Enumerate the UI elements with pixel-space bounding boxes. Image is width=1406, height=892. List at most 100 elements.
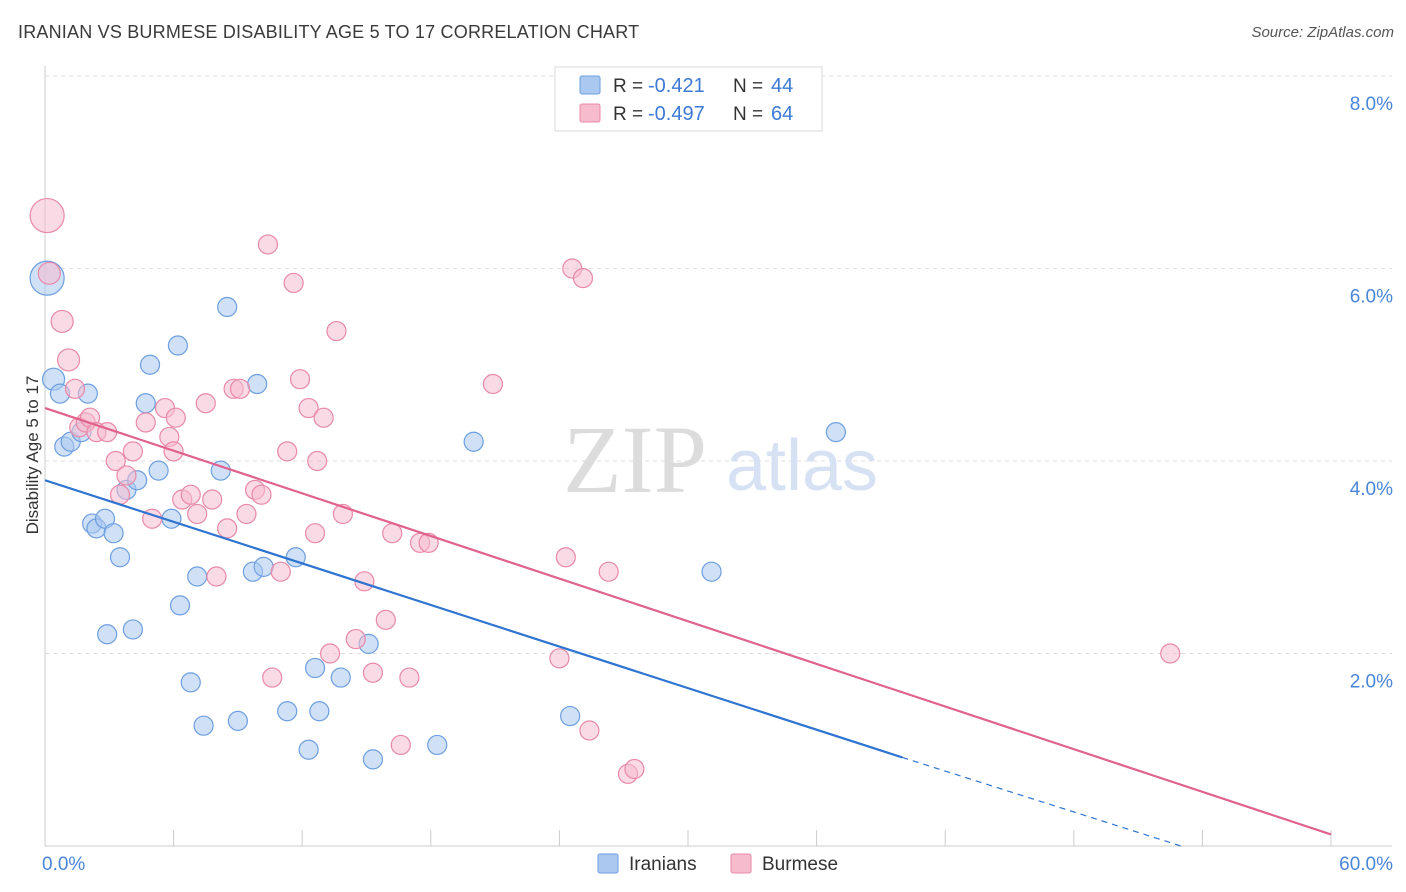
r-value: -0.421 <box>648 75 705 97</box>
data-point <box>135 393 156 414</box>
data-point <box>253 556 274 577</box>
legend-swatch <box>579 75 601 95</box>
data-point <box>165 407 186 428</box>
series-legend: Iranians Burmese <box>597 853 838 875</box>
data-point <box>304 523 326 544</box>
data-point <box>313 407 334 428</box>
data-point <box>427 734 448 756</box>
data-point <box>560 705 581 727</box>
tick-labels: 2.0% 4.0% 6.0% 8.0% 0.0% 60.0% <box>42 94 1393 875</box>
data-point <box>289 369 311 390</box>
data-point <box>206 566 227 587</box>
data-point <box>277 701 298 722</box>
data-point <box>270 561 291 582</box>
y-tick-label: 6.0% <box>1350 287 1393 308</box>
data-point <box>105 450 126 472</box>
data-point <box>167 335 188 356</box>
data-point <box>29 197 65 234</box>
legend-swatch <box>597 853 619 874</box>
data-point <box>97 624 118 645</box>
trend-line <box>44 479 903 759</box>
data-point <box>307 450 328 472</box>
stats-legend: R = -0.421 N = 44 R = -0.497 N = 64 <box>554 66 823 132</box>
data-point <box>180 672 201 693</box>
n-value: 44 <box>771 75 793 97</box>
data-point <box>122 619 143 640</box>
data-point <box>482 373 504 395</box>
trend-line-extension <box>902 756 1182 847</box>
data-point <box>217 518 238 539</box>
data-point <box>298 397 319 419</box>
data-point <box>227 710 248 731</box>
data-point <box>283 272 304 294</box>
data-point <box>555 547 576 568</box>
y-tick-label: 4.0% <box>1350 479 1393 500</box>
data-point <box>399 667 420 688</box>
data-point <box>122 441 143 462</box>
data-point <box>572 268 594 289</box>
data-point <box>247 373 268 395</box>
data-point <box>362 749 384 770</box>
data-point <box>217 296 238 318</box>
source-label: Source: ZipAtlas.com <box>1251 24 1394 41</box>
legend-swatch <box>579 103 601 123</box>
data-point <box>309 701 330 722</box>
r-label: R = <box>613 76 643 97</box>
data-point <box>277 441 298 462</box>
y-tick-label: 8.0% <box>1350 94 1393 115</box>
legend-swatch <box>730 853 752 874</box>
data-point <box>139 354 161 375</box>
data-point <box>257 234 279 255</box>
data-point <box>330 667 351 688</box>
legend-label: Iranians <box>629 854 697 875</box>
data-point <box>1160 643 1181 664</box>
data-point <box>37 261 61 285</box>
axes <box>44 66 1392 847</box>
data-points <box>29 197 1181 784</box>
data-point <box>236 503 257 525</box>
data-point <box>319 643 341 664</box>
data-point <box>180 484 201 505</box>
data-point <box>187 503 208 525</box>
data-point <box>195 393 216 414</box>
data-point <box>624 758 645 780</box>
data-point <box>375 609 396 630</box>
watermark-zip: ZIP <box>563 406 707 513</box>
legend-label: Burmese <box>762 854 838 875</box>
n-label: N = <box>733 104 763 125</box>
data-point <box>390 734 411 756</box>
data-point <box>298 739 319 760</box>
r-label: R = <box>613 104 643 125</box>
data-point <box>825 422 846 443</box>
data-point <box>579 720 600 741</box>
data-point <box>103 523 124 544</box>
data-point <box>262 667 283 688</box>
data-point <box>148 460 169 481</box>
data-point <box>463 431 484 452</box>
data-point <box>50 309 74 334</box>
data-point <box>64 378 86 399</box>
n-label: N = <box>733 76 763 97</box>
data-point <box>193 715 214 736</box>
trend-line <box>44 407 1332 836</box>
data-point <box>116 465 137 486</box>
data-point <box>169 595 191 616</box>
data-point <box>362 662 384 683</box>
chart-title: IRANIAN VS BURMESE DISABILITY AGE 5 TO 1… <box>18 22 640 42</box>
data-point <box>251 484 272 505</box>
data-point <box>229 378 251 399</box>
data-point <box>701 561 722 582</box>
trend-lines <box>44 407 1332 847</box>
data-point <box>418 532 439 553</box>
data-point <box>345 628 366 650</box>
data-point <box>549 648 570 669</box>
data-point <box>187 566 208 587</box>
watermark-atlas: atlas <box>726 426 878 506</box>
data-point <box>598 561 619 582</box>
watermark: ZIP atlas <box>563 406 878 513</box>
x-tick-label: 60.0% <box>1339 854 1393 875</box>
y-tick-label: 2.0% <box>1350 672 1393 693</box>
n-value: 64 <box>771 103 793 125</box>
data-point <box>109 547 131 568</box>
